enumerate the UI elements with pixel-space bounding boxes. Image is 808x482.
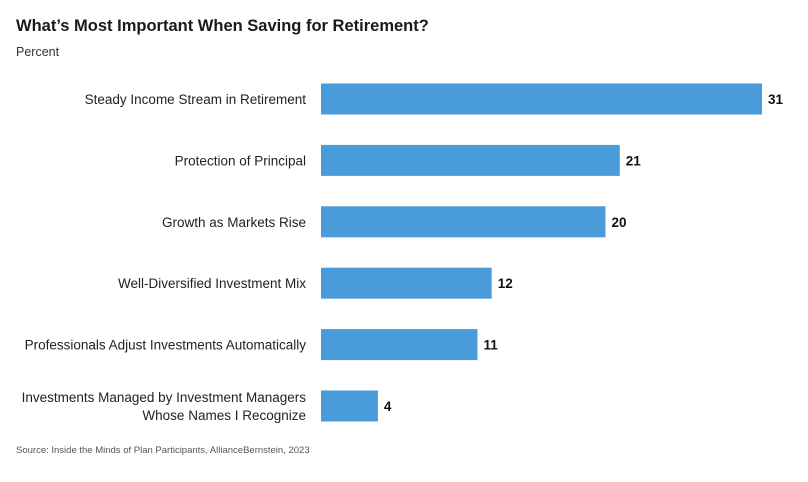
value-label: 4 [384,399,392,414]
bar [321,206,606,238]
value-label: 21 [626,153,642,168]
chart-title: What’s Most Important When Saving for Re… [16,17,429,35]
source-note: Source: Inside the Minds of Plan Partici… [16,445,310,456]
category-label: Investments Managed by Investment Manage… [22,390,307,423]
bar-row: Protection of Principal 21 [175,144,642,176]
category-label: Protection of Principal [175,153,306,168]
value-label: 20 [612,215,627,230]
bar-row: Investments Managed by Investment Manage… [22,390,392,423]
category-label: Professionals Adjust Investments Automat… [25,338,307,353]
bar [321,144,620,176]
value-label: 12 [498,276,513,291]
bar-row: Growth as Markets Rise 20 [162,206,627,238]
bar [321,83,762,115]
bar [321,329,478,361]
category-label: Growth as Markets Rise [162,215,306,230]
chart-subtitle: Percent [16,45,60,59]
bar-row: Steady Income Stream in Retirement 31 [85,83,784,115]
bar [321,390,378,422]
value-label: 31 [768,92,784,107]
category-label: Well-Diversified Investment Mix [118,276,306,291]
category-label: Steady Income Stream in Retirement [85,92,307,107]
value-label: 11 [483,338,498,353]
bar-row: Well-Diversified Investment Mix 12 [118,267,513,299]
bar-row: Professionals Adjust Investments Automat… [25,329,498,361]
bar [321,267,492,299]
